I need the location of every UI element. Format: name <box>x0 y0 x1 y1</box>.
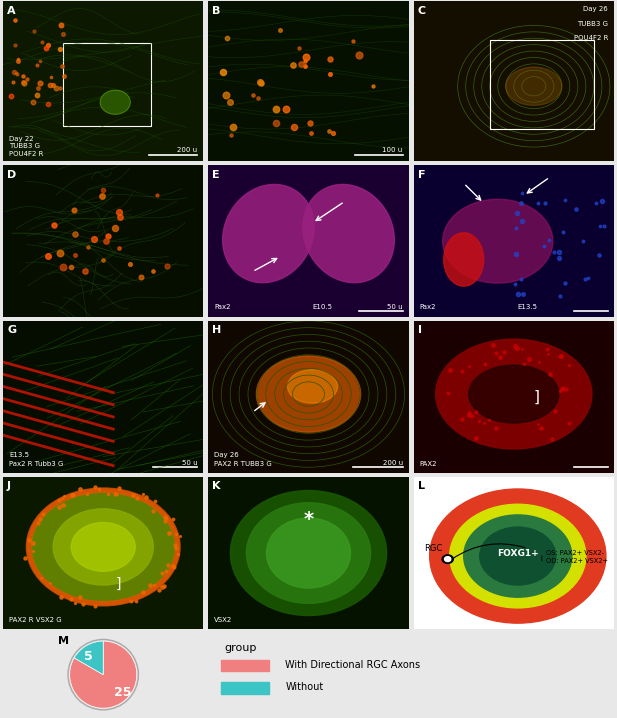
Text: *: * <box>304 510 313 529</box>
Ellipse shape <box>230 490 387 615</box>
Wedge shape <box>70 641 137 708</box>
Ellipse shape <box>506 67 562 106</box>
Bar <box>220 660 269 671</box>
Circle shape <box>480 527 556 585</box>
Ellipse shape <box>223 185 314 283</box>
Text: group: group <box>225 643 257 653</box>
Text: With Directional RGC Axons: With Directional RGC Axons <box>286 660 421 670</box>
Text: D: D <box>7 169 16 180</box>
Text: RGC: RGC <box>424 544 442 553</box>
Text: PAX2: PAX2 <box>420 461 437 467</box>
Circle shape <box>68 640 138 709</box>
Text: 50 u: 50 u <box>387 304 403 309</box>
Text: I: I <box>418 325 421 335</box>
Text: 200 u: 200 u <box>177 147 197 154</box>
Text: 5: 5 <box>84 650 93 663</box>
Circle shape <box>464 515 572 597</box>
Bar <box>63 43 151 126</box>
Ellipse shape <box>288 370 337 404</box>
Text: ]: ] <box>534 390 540 405</box>
Text: M: M <box>58 636 69 646</box>
Text: A: A <box>7 6 15 17</box>
Bar <box>220 682 269 694</box>
Text: POU4F2 R: POU4F2 R <box>574 35 608 41</box>
Text: H: H <box>212 325 222 335</box>
Text: OD: PAX2+ VSX2+: OD: PAX2+ VSX2+ <box>546 558 608 564</box>
Text: PAX2 R VSX2 G: PAX2 R VSX2 G <box>9 617 62 623</box>
Ellipse shape <box>469 365 559 423</box>
Text: L: L <box>418 481 424 491</box>
Text: Day 26: Day 26 <box>214 452 239 458</box>
Text: C: C <box>418 6 426 17</box>
Text: VSX2: VSX2 <box>214 617 233 623</box>
Text: G: G <box>7 325 16 335</box>
Ellipse shape <box>436 339 592 449</box>
Text: TUBB3 G: TUBB3 G <box>577 21 608 27</box>
Text: Pax2: Pax2 <box>214 304 231 309</box>
Text: Day 26: Day 26 <box>583 6 608 12</box>
Text: Without: Without <box>286 682 324 692</box>
Circle shape <box>444 556 451 561</box>
Text: E13.5: E13.5 <box>9 452 29 458</box>
Text: B: B <box>212 6 221 17</box>
Text: Pax2 R Tubb3 G: Pax2 R Tubb3 G <box>9 461 64 467</box>
Wedge shape <box>74 641 103 675</box>
Ellipse shape <box>71 523 135 572</box>
Text: 100 u: 100 u <box>383 147 403 154</box>
Bar <box>490 39 594 129</box>
Ellipse shape <box>267 518 350 588</box>
Ellipse shape <box>246 503 371 603</box>
Text: K: K <box>212 481 221 491</box>
Text: 25: 25 <box>114 686 131 699</box>
Circle shape <box>429 489 606 623</box>
Circle shape <box>101 91 129 113</box>
Text: Pax2: Pax2 <box>420 304 436 309</box>
Text: J: J <box>7 481 11 491</box>
Text: F: F <box>418 169 425 180</box>
Text: FOXG1+: FOXG1+ <box>497 549 539 557</box>
Text: E10.5: E10.5 <box>312 304 333 309</box>
Ellipse shape <box>257 356 360 432</box>
Ellipse shape <box>444 233 484 286</box>
Circle shape <box>442 555 453 564</box>
Text: PAX2 R TUBB3 G: PAX2 R TUBB3 G <box>214 461 272 467</box>
Circle shape <box>450 504 586 608</box>
Ellipse shape <box>53 509 153 585</box>
Text: Day 22
TUBB3 G
POU4F2 R: Day 22 TUBB3 G POU4F2 R <box>9 136 43 157</box>
Text: ]: ] <box>115 577 121 590</box>
Ellipse shape <box>303 185 394 283</box>
Text: OS: PAX2+ VSX2-: OS: PAX2+ VSX2- <box>546 550 604 556</box>
Text: E: E <box>212 169 220 180</box>
Ellipse shape <box>442 200 553 283</box>
Text: 200 u: 200 u <box>383 460 403 466</box>
Ellipse shape <box>31 492 175 602</box>
Text: 50 u: 50 u <box>182 460 197 466</box>
Text: E13.5: E13.5 <box>518 304 538 309</box>
